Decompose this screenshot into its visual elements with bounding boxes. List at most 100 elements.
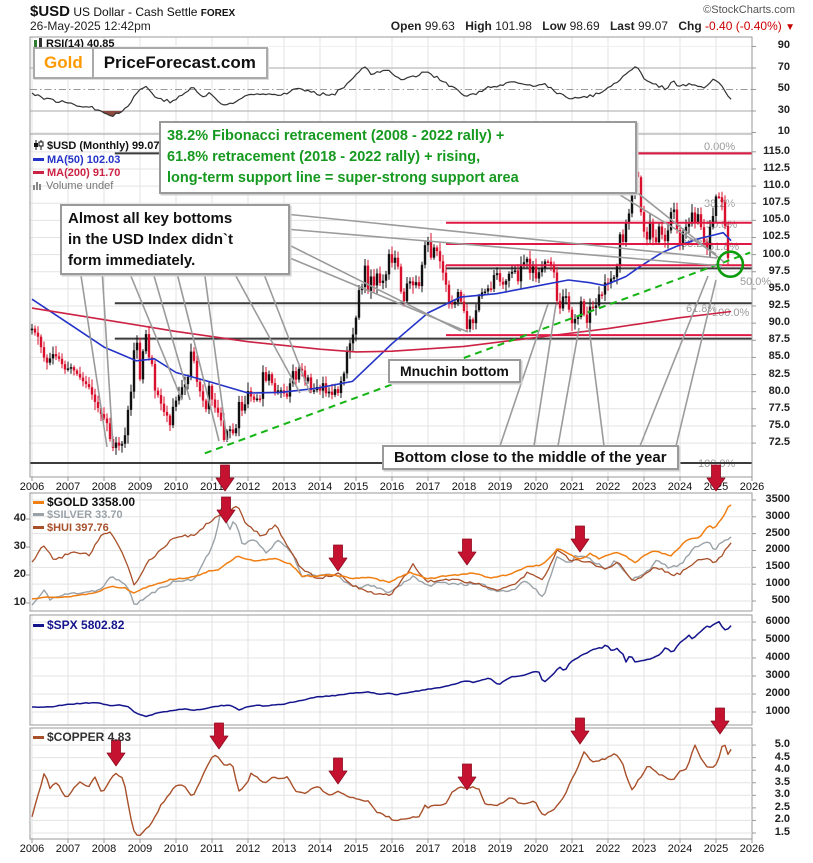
candle-body (573, 318, 577, 324)
candle-body (270, 374, 274, 384)
candle-body (117, 442, 121, 446)
candle-body (159, 395, 163, 404)
bottom-marker-arrow-icon (457, 538, 477, 566)
candle-body (519, 264, 523, 282)
callout-funnel-line (101, 268, 114, 448)
candle-body (30, 328, 34, 331)
candle-body (618, 234, 622, 267)
price-axis-label: 75.0 (768, 418, 790, 431)
candle-body (687, 223, 691, 227)
candle-body (516, 270, 520, 282)
candle-body (195, 360, 199, 382)
low-label: Low (542, 19, 567, 33)
spx-legend-row[interactable]: $SPX 5802.82 (33, 619, 124, 632)
candle-body (156, 390, 160, 396)
price-axis-label: 85.0 (768, 350, 790, 363)
candle-body (306, 377, 310, 382)
year-label: 2026 (739, 843, 765, 855)
last-value: 99.07 (638, 19, 669, 33)
callout-funnel-line (175, 268, 220, 442)
key-bottoms-line3: form immediately. (68, 252, 196, 269)
silver-legend-row[interactable]: $SILVER 33.70 (33, 509, 135, 522)
candle-body (318, 387, 322, 391)
gold-legend-row[interactable]: $GOLD 3358.00 (33, 496, 135, 509)
candle-body (648, 221, 652, 240)
gold-axis-label: 2500 (765, 526, 790, 539)
candle-body (525, 258, 529, 263)
candle-body (111, 439, 115, 448)
copper-axis-label: 4.0 (774, 763, 790, 776)
candle-body (78, 373, 82, 378)
silver-axis-label: 40 (13, 512, 26, 525)
ma200-swatch (33, 171, 44, 174)
chg-label: Chg (678, 19, 702, 33)
copper-legend-row[interactable]: $COPPER 4.83 (33, 731, 131, 744)
callout-funnel-line (203, 268, 228, 442)
year-label: 2025 (703, 843, 729, 855)
candle-body (357, 290, 361, 318)
callout-funnel-line (284, 255, 469, 333)
ma50-legend-row[interactable]: MA(50) 102.03 (33, 154, 159, 167)
candle-body (375, 273, 379, 286)
candle-body (408, 281, 412, 284)
gold-swatch (33, 501, 44, 504)
candle-body (207, 385, 211, 410)
candle-body (240, 401, 244, 411)
year-label: 2008 (91, 481, 117, 493)
price-axis-label: 112.5 (763, 161, 790, 174)
candle-body (66, 368, 70, 370)
support-highlight-circle (716, 250, 745, 279)
candle-body (171, 406, 175, 426)
candle-body (423, 245, 427, 265)
candle-body (372, 276, 376, 286)
fib-percent-label: 0.00% (704, 141, 736, 153)
chg-value: -0.40 (-0.40%) (705, 19, 782, 33)
silver-axis-label: 30 (13, 540, 26, 553)
candle-body (693, 212, 697, 223)
candle-body (48, 358, 52, 363)
year-label: 2019 (487, 843, 513, 855)
candle-body (297, 368, 301, 380)
candle-body (225, 431, 229, 440)
year-label: 2013 (271, 843, 297, 855)
price-axis-label: 102.5 (762, 230, 790, 243)
copper-legend: $COPPER 4.83 (33, 731, 131, 744)
gold-panel-border (29, 492, 753, 612)
candle-body (594, 305, 598, 308)
candle-body (426, 241, 430, 246)
price-axis-label: 95.0 (768, 281, 790, 294)
volume-legend-label: Volume undef (46, 180, 114, 192)
copyright-label[interactable]: ©StockCharts.com (703, 4, 795, 16)
bottom-marker-arrow-icon (328, 544, 348, 572)
chart-datetime: 26-May-2025 12:42pm (30, 19, 151, 33)
candle-body (348, 343, 352, 351)
candle-body (603, 282, 607, 295)
candle-body (615, 266, 619, 278)
candle-body (249, 390, 253, 397)
year-label: 2023 (631, 843, 657, 855)
usd-legend-label[interactable]: $USD (Monthly) 99.07 (47, 140, 160, 152)
candle-body (579, 301, 583, 318)
ma200-legend-row[interactable]: MA(200) 91.70 (33, 167, 159, 180)
spx-axis-label: 5000 (765, 633, 790, 645)
chg-down-arrow-icon[interactable]: ▼ (785, 22, 795, 33)
candle-body (132, 350, 136, 392)
year-label: 2014 (307, 843, 333, 855)
candle-body (342, 373, 346, 382)
candle-body (279, 390, 283, 392)
candle-body (63, 364, 67, 370)
volume-legend-row[interactable]: Volume undef (33, 180, 159, 194)
candle-body (465, 311, 469, 329)
spx-axis-label: 3000 (765, 669, 790, 681)
candle-body (183, 384, 187, 388)
candle-body (621, 234, 625, 242)
hui-legend-row[interactable]: $HUI 397.76 (33, 522, 135, 535)
silver-line (31, 501, 732, 606)
price-axis-label: 115.0 (763, 144, 790, 157)
candle-body (591, 306, 595, 309)
candle-body (174, 400, 178, 407)
candle-body (639, 177, 643, 213)
priceforecast-logo[interactable]: Gold PriceForecast.com (33, 47, 268, 79)
callout-funnel-line (127, 268, 183, 401)
